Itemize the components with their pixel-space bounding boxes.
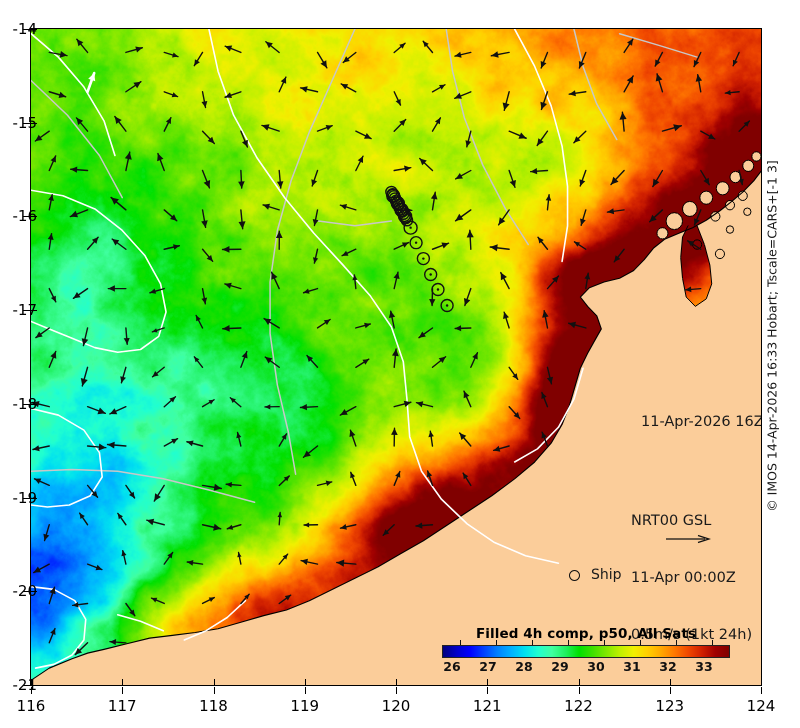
colorbar-gradient[interactable] bbox=[442, 645, 730, 658]
colorbar-tick bbox=[640, 640, 641, 645]
y-tick-label: -20 bbox=[12, 582, 38, 601]
colorbar-tick-label: 27 bbox=[479, 659, 497, 674]
colorbar-tick bbox=[496, 640, 497, 645]
x-tick bbox=[396, 687, 397, 694]
ship-marker-icon bbox=[569, 569, 580, 581]
y-tick-label: -19 bbox=[12, 488, 38, 507]
vector-scale-arrow-icon bbox=[666, 534, 711, 544]
product-vector-scale: 0.5m/s (1kt 24h) bbox=[631, 627, 753, 643]
x-tick-label: 121 bbox=[472, 697, 502, 715]
colorbar-tick-label: 31 bbox=[623, 659, 641, 674]
x-tick-label: 122 bbox=[564, 697, 593, 715]
colorbar-tick-label: 26 bbox=[443, 659, 461, 674]
colorbar-tick-labels: 26 27 28 29 30 31 32 33 bbox=[434, 659, 738, 676]
sst-heatmap-canvas[interactable] bbox=[31, 29, 761, 685]
y-tick-inner bbox=[31, 122, 37, 124]
credit-text: © IMOS 14-Apr-2026 16:33 Hobart; Tscale=… bbox=[764, 160, 780, 512]
y-tick-label: -16 bbox=[12, 207, 38, 226]
y-tick-inner bbox=[31, 216, 37, 218]
y-tick bbox=[23, 591, 30, 593]
colorbar-tick-label: 33 bbox=[695, 659, 713, 674]
y-tick-label: -15 bbox=[12, 113, 38, 132]
ship-legend: Ship bbox=[569, 567, 622, 583]
x-tick-label: 123 bbox=[655, 697, 685, 715]
y-tick bbox=[23, 685, 30, 686]
x-tick-inner bbox=[31, 679, 32, 685]
colorbar-tick bbox=[712, 640, 713, 645]
x-tick-inner bbox=[304, 679, 306, 685]
colorbar-tick-label: 29 bbox=[551, 659, 569, 674]
x-tick-inner bbox=[761, 679, 762, 685]
y-tick-inner bbox=[31, 29, 37, 30]
x-tick-inner bbox=[669, 679, 671, 685]
colorbar-tick-label: 30 bbox=[587, 659, 605, 674]
colorbar-tick-label: 32 bbox=[659, 659, 677, 674]
x-tick bbox=[669, 687, 671, 694]
x-tick-inner bbox=[578, 679, 580, 685]
y-tick bbox=[23, 29, 30, 30]
colorbar-tick-label: 28 bbox=[515, 659, 533, 674]
colorbar[interactable]: Filled 4h comp, p50, All Sats 26 27 28 29 30… bbox=[434, 626, 738, 676]
product-time: 11-Apr 00:00Z bbox=[631, 570, 736, 586]
x-tick-label: 117 bbox=[107, 697, 137, 715]
y-tick-label: -17 bbox=[12, 301, 38, 320]
x-tick-label: 118 bbox=[199, 697, 228, 715]
x-tick-inner bbox=[122, 679, 124, 685]
y-tick bbox=[23, 122, 30, 124]
y-tick-inner bbox=[31, 591, 37, 593]
x-tick bbox=[213, 687, 215, 694]
product-name: NRT00 GSL bbox=[631, 513, 712, 529]
y-tick-label: -18 bbox=[12, 394, 38, 413]
x-tick-label: 119 bbox=[290, 697, 320, 715]
x-tick bbox=[578, 687, 580, 694]
depth-contour-legend: 200m 1000m bbox=[221, 667, 272, 685]
y-tick-inner bbox=[31, 310, 37, 312]
y-tick bbox=[23, 216, 30, 218]
ship-legend-label: Ship bbox=[591, 567, 622, 583]
y-tick bbox=[23, 403, 30, 405]
colorbar-tick bbox=[532, 640, 533, 645]
x-tick-label: 120 bbox=[381, 697, 411, 715]
x-tick-inner bbox=[213, 679, 215, 685]
product-annotation: NRT00 GSL 11-Apr 00:00Z 0.5m/s (1kt 24h) bbox=[631, 474, 752, 683]
y-tick-label: -14 bbox=[12, 20, 38, 38]
colorbar-title: Filled 4h comp, p50, All Sats bbox=[475, 626, 697, 642]
colorbar-tick bbox=[604, 640, 605, 645]
x-tick bbox=[31, 687, 32, 694]
x-tick-inner bbox=[487, 679, 489, 685]
y-tick-label: -21 bbox=[12, 676, 38, 694]
y-tick bbox=[23, 310, 30, 312]
colorbar-tick bbox=[676, 640, 677, 645]
y-tick bbox=[23, 497, 30, 499]
x-tick bbox=[304, 687, 306, 694]
x-tick bbox=[487, 687, 489, 694]
colorbar-bar-wrapper[interactable] bbox=[442, 640, 730, 658]
x-tick bbox=[761, 687, 762, 694]
x-tick-label: 116 bbox=[16, 697, 46, 715]
colorbar-tick bbox=[568, 640, 569, 645]
y-tick-inner bbox=[31, 403, 37, 405]
x-tick bbox=[122, 687, 124, 694]
map-plot-area[interactable]: 11-Apr-2026 16Z NRT00 GSL 11-Apr 00:00Z … bbox=[30, 28, 762, 686]
y-tick-inner bbox=[31, 497, 37, 499]
colorbar-tick bbox=[460, 640, 461, 645]
x-tick-label: 124 bbox=[746, 697, 776, 715]
timestamp-annotation: 11-Apr-2026 16Z bbox=[641, 414, 762, 430]
x-tick-inner bbox=[396, 679, 397, 685]
